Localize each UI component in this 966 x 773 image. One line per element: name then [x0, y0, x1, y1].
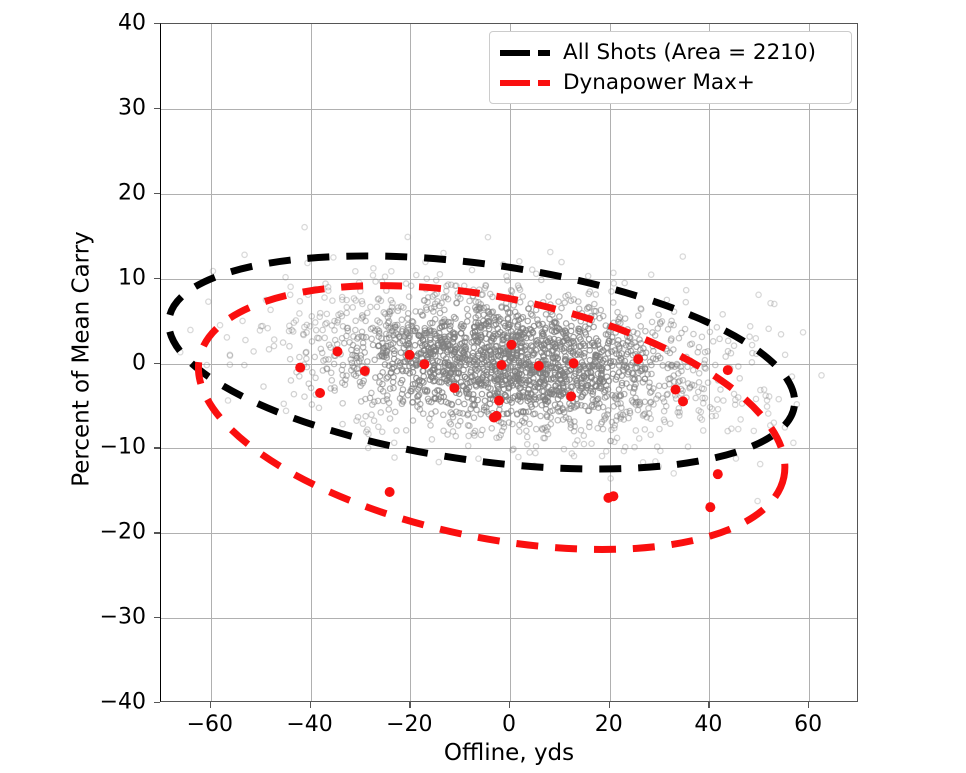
x-tick-label: −20 [386, 712, 433, 737]
x-tick-mark [808, 702, 810, 708]
y-tick-label: −10 [99, 434, 146, 460]
ellipse-dynapower-max-plus [194, 282, 789, 553]
gridline-horizontal [161, 108, 857, 110]
y-tick-mark [154, 23, 160, 25]
gridline-horizontal [161, 193, 857, 195]
gridline-vertical [609, 24, 611, 701]
y-tick-label: 10 [118, 265, 146, 291]
y-tick-mark [154, 702, 160, 704]
x-tick-label: 20 [594, 712, 623, 737]
ellipse-all-shots [165, 252, 799, 473]
y-tick-label: −20 [99, 519, 146, 545]
x-tick-label: 0 [502, 712, 516, 737]
y-tick-label: −30 [99, 604, 146, 630]
y-tick-label: −40 [99, 689, 146, 715]
gridline-horizontal [161, 533, 857, 535]
legend-swatch-dynapower-max-plus [500, 73, 552, 93]
x-tick-mark [509, 702, 511, 708]
legend-label-all-shots: All Shots (Area = 2210) [563, 40, 817, 66]
gridline-vertical [709, 24, 711, 701]
y-tick-mark [154, 192, 160, 195]
y-tick-mark [154, 447, 160, 449]
y-tick-mark [154, 107, 160, 110]
scatter-points-all-shots [176, 223, 825, 505]
x-tick-mark [309, 702, 311, 708]
y-tick-label: 0 [132, 350, 146, 375]
legend-swatch-all-shots [500, 43, 552, 63]
gridline-horizontal [161, 448, 857, 450]
gridline-vertical [310, 24, 312, 701]
legend-label-dynapower-max-plus: Dynapower Max+ [563, 70, 755, 96]
x-tick-mark [608, 702, 610, 708]
scatter-points-dynapower-max-plus [295, 339, 733, 513]
y-tick-label: 30 [118, 95, 146, 121]
x-tick-mark [409, 702, 411, 708]
y-tick-mark [154, 532, 160, 534]
x-axis-label: Offline, yds [443, 740, 575, 766]
x-tick-label: 60 [794, 712, 823, 737]
gridline-vertical [410, 24, 412, 701]
chart-legend: All Shots (Area = 2210) Dynapower Max+ [489, 31, 852, 104]
x-tick-mark [708, 702, 710, 708]
x-tick-mark [209, 702, 212, 708]
y-tick-mark [154, 362, 160, 364]
y-axis-label: Percent of Mean Carry [68, 231, 95, 487]
plot-area [160, 23, 858, 702]
y-tick-mark [154, 277, 160, 279]
x-tick-label: −40 [286, 712, 333, 737]
legend-item-all-shots: All Shots (Area = 2210) [500, 38, 841, 68]
gridline-horizontal [161, 618, 857, 620]
legend-item-dynapower-max-plus: Dynapower Max+ [500, 68, 841, 98]
x-tick-label: 40 [694, 712, 723, 737]
y-tick-label: 20 [118, 180, 146, 206]
y-tick-mark [154, 617, 160, 619]
y-tick-label: 40 [118, 10, 146, 36]
scatter-plot-canvas [165, 223, 825, 553]
gridline-vertical [809, 24, 811, 701]
x-tick-label: −60 [186, 712, 234, 737]
gridline-vertical [210, 24, 212, 701]
gridline-horizontal [161, 278, 857, 280]
